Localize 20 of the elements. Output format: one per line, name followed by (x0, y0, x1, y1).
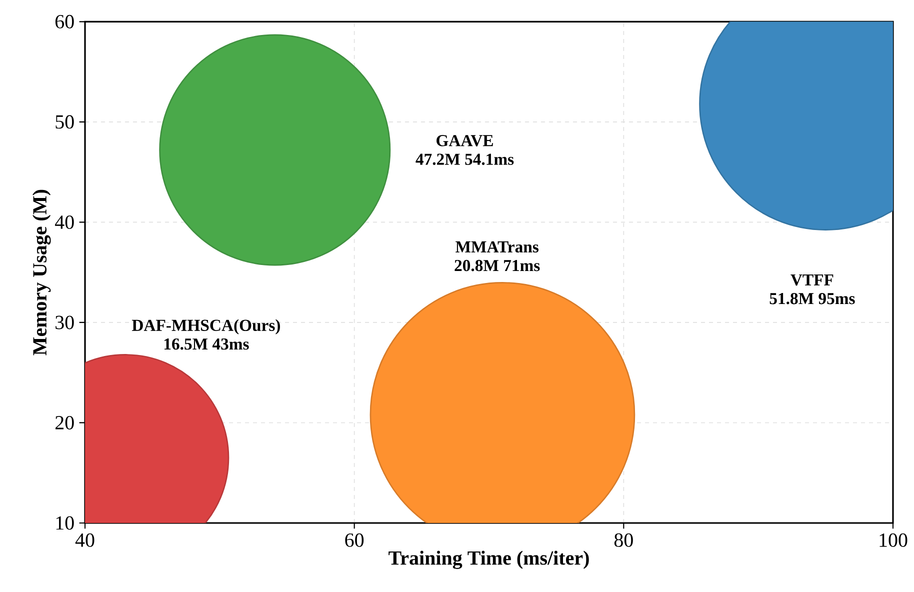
x-tick-label: 80 (614, 533, 633, 547)
text: MMATrans (456, 241, 538, 252)
y-tick-label: 20 (55, 416, 74, 430)
y-tick-label: 60 (55, 14, 74, 28)
annotation: 47.2M 54.1ms (416, 154, 514, 165)
y-tick-label: 40 (55, 215, 74, 229)
annotation: 51.8M 95ms (770, 292, 855, 304)
y-tick-label: 50 (56, 115, 74, 129)
series-label: DAF-MHSCA(Ours) (132, 319, 280, 334)
annotation: 16.5M 43ms (164, 338, 249, 350)
x-tick-label: 60 (345, 533, 364, 547)
text: VTFF (790, 274, 834, 286)
x-axis-title: Training Time (ms/iter) (388, 550, 589, 569)
y-tick-label: 10 (56, 516, 74, 530)
text: GAAVE (436, 135, 493, 146)
y-tick-label: 30 (56, 316, 74, 330)
x-tick-label: 40 (75, 533, 94, 547)
y-axis-title: Memory Usage (M) (32, 190, 51, 356)
x-tick-label: 100 (880, 533, 908, 547)
annotation: 20.8M 71ms (454, 260, 540, 272)
